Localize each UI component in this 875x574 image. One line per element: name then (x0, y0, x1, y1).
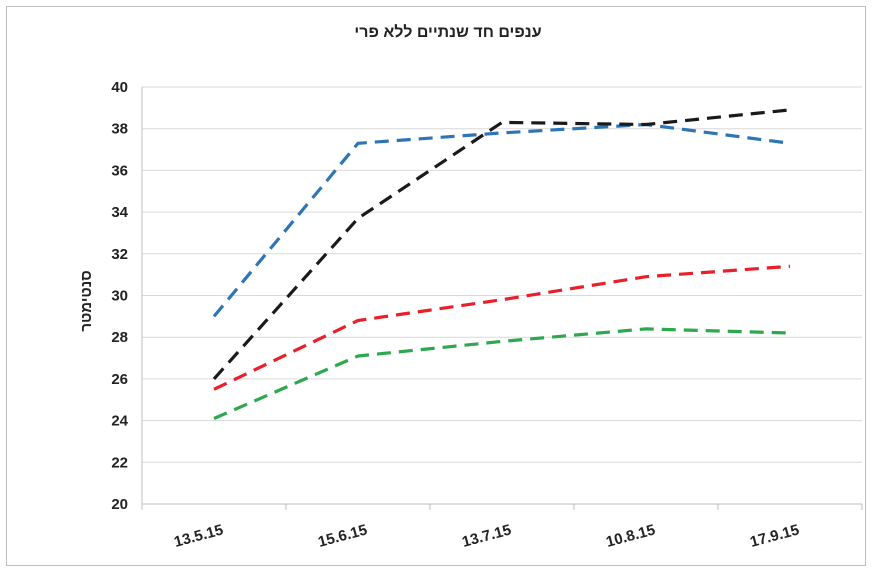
line-chart: ענפים חד שנתיים ללא פרי 20 22 24 26 28 30 32 34… (78, 23, 863, 551)
x-tick-label: 17.9.15 (748, 521, 801, 550)
y-tick-label: 28 (111, 329, 128, 346)
chart-frame: ענפים חד שנתיים ללא פרי 20 22 24 26 28 30 32 34… (6, 6, 866, 566)
y-tick-label: 34 (111, 204, 128, 221)
series-line-2 (212, 108, 791, 380)
y-tick-label: 22 (111, 454, 128, 471)
series-line-4 (213, 327, 791, 420)
y-tick-label: 40 (111, 79, 128, 96)
series-line-3 (213, 264, 791, 391)
x-tick-label: 13.7.15 (460, 521, 513, 550)
y-tick-label: 26 (111, 371, 128, 388)
series-lines (212, 108, 791, 420)
chart-title: ענפים חד שנתיים ללא פרי (354, 23, 541, 41)
y-tick-label: 38 (111, 121, 128, 138)
x-tick-label: 15.6.15 (316, 521, 369, 550)
y-tick-label: 20 (111, 496, 128, 513)
series-line-1 (212, 122, 791, 318)
grid (142, 86, 862, 505)
y-axis-label: סנטימטר (78, 270, 95, 331)
y-tick-label: 32 (111, 246, 128, 263)
y-tick-label: 30 (111, 288, 128, 305)
axes: 20 22 24 26 28 30 32 34 36 38 40 13.5.15 15.6.15 13.7… (111, 79, 863, 551)
x-tick-label: 13.5.15 (172, 521, 225, 550)
x-tick-label: 10.8.15 (604, 521, 657, 550)
y-tick-label: 24 (111, 413, 128, 430)
y-tick-label: 36 (111, 162, 128, 179)
